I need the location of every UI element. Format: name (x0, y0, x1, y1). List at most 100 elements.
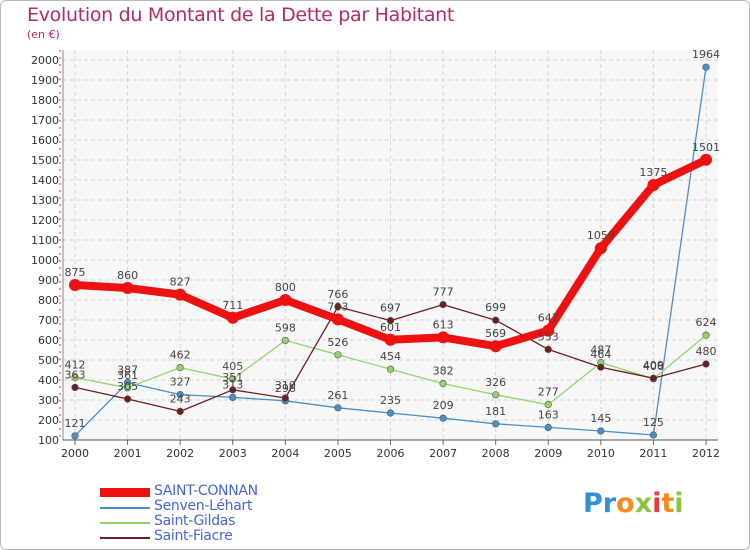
x-tick-label: 2006 (377, 447, 405, 460)
data-point (334, 351, 342, 359)
legend-item: Senven-Léhart (100, 498, 360, 515)
logo-letter: i (652, 488, 662, 519)
data-label: 409 (643, 359, 664, 372)
data-point (649, 431, 658, 439)
data-point (71, 374, 79, 382)
legend-swatch (100, 537, 150, 539)
data-point (439, 301, 447, 309)
logo-letter: r (602, 488, 617, 519)
data-label: 526 (327, 336, 348, 349)
data-point (647, 179, 660, 191)
data-label: 711 (222, 299, 243, 312)
data-point (334, 303, 342, 311)
x-tick-label: 2008 (482, 447, 510, 460)
data-point (334, 404, 342, 412)
data-point (649, 374, 658, 382)
y-tick-label: 600 (38, 334, 59, 347)
data-label: 261 (327, 389, 348, 402)
data-point (386, 409, 395, 417)
data-label: 327 (170, 376, 191, 389)
legend-item: Saint-Gildas (100, 513, 360, 530)
data-label: 387 (117, 364, 138, 377)
x-tick-label: 2003 (219, 447, 247, 460)
data-point (437, 331, 450, 344)
data-point (176, 391, 184, 399)
data-label: 406 (643, 360, 664, 373)
y-tick-label: 200 (38, 414, 59, 427)
data-label: 464 (590, 348, 611, 361)
data-label: 181 (485, 405, 506, 418)
data-point (542, 324, 555, 337)
data-point (492, 420, 500, 428)
data-label: 363 (65, 368, 86, 381)
data-point (229, 393, 237, 402)
data-label: 553 (538, 330, 559, 343)
legend-swatch (100, 522, 150, 524)
data-point (176, 407, 184, 416)
legend-item: Saint-Fiacre (100, 528, 360, 545)
x-tick-label: 2004 (271, 447, 299, 460)
data-point (439, 380, 447, 388)
legend-item: SAINT-CONNAN (100, 483, 360, 500)
data-point (702, 63, 710, 71)
data-label: 703 (327, 300, 348, 313)
x-tick-label: 2005 (324, 447, 352, 460)
legend-label: SAINT-CONNAN (154, 483, 258, 499)
data-label: 766 (327, 288, 348, 301)
data-label: 569 (485, 327, 506, 340)
data-point (544, 423, 552, 432)
legend-label: Senven-Léhart (154, 498, 253, 514)
data-label: 800 (275, 281, 296, 294)
data-point (597, 363, 605, 371)
data-point (279, 294, 292, 306)
data-label: 1375 (639, 166, 667, 179)
y-tick-label: 100 (38, 434, 59, 447)
data-label: 860 (117, 269, 138, 282)
data-label: 487 (590, 344, 611, 357)
data-label: 454 (380, 350, 401, 363)
logo-letter: t (661, 488, 675, 519)
data-point (121, 282, 134, 294)
data-point (544, 345, 552, 354)
data-point (331, 313, 344, 326)
data-label: 277 (538, 386, 559, 399)
data-label: 313 (222, 378, 243, 391)
y-tick-label: 1300 (31, 194, 59, 207)
data-label: 624 (696, 316, 717, 329)
chart-subtitle: (en €) (27, 28, 60, 41)
data-point (489, 340, 502, 353)
legend-label: Saint-Gildas (154, 513, 236, 529)
data-label: 480 (696, 345, 717, 358)
data-point (71, 383, 79, 392)
data-label: 777 (433, 286, 454, 299)
data-point (226, 311, 239, 324)
data-label: 310 (275, 379, 296, 392)
legend-label: Saint-Fiacre (154, 528, 233, 544)
data-label: 875 (65, 266, 86, 279)
data-label: 405 (222, 360, 243, 373)
x-tick-label: 2000 (61, 447, 89, 460)
x-tick-label: 2010 (587, 447, 615, 460)
logo-letter: P (583, 488, 603, 519)
data-point (544, 401, 552, 409)
y-tick-label: 1900 (31, 74, 59, 87)
x-tick-label: 2007 (429, 447, 457, 460)
data-point (386, 317, 395, 325)
data-label: 1059 (587, 229, 615, 242)
x-tick-label: 2011 (639, 447, 667, 460)
y-tick-label: 1800 (31, 94, 59, 107)
data-point (229, 375, 237, 383)
y-tick-label: 400 (38, 374, 59, 387)
data-label: 326 (485, 376, 506, 389)
y-tick-label: 1500 (31, 154, 59, 167)
y-tick-label: 500 (38, 354, 59, 367)
data-label: 296 (275, 382, 296, 395)
data-label: 121 (65, 417, 86, 430)
logo-letter: x (634, 488, 653, 519)
data-point (281, 394, 289, 402)
data-point (384, 333, 397, 346)
data-label: 382 (433, 365, 454, 378)
data-label: 598 (275, 321, 296, 334)
legend-swatch (100, 488, 150, 497)
